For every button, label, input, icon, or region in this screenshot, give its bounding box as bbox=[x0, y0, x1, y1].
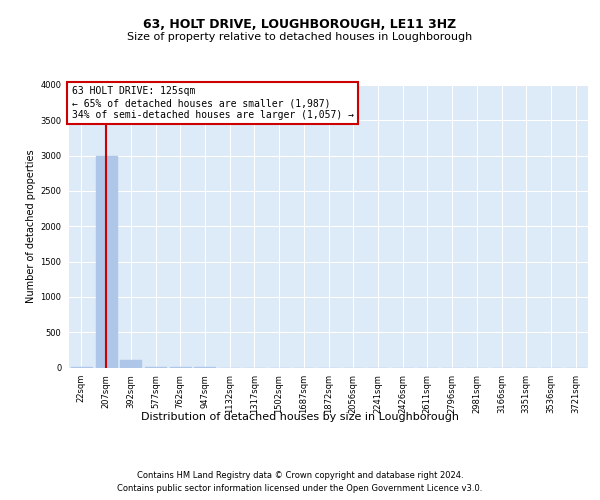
Bar bbox=[120, 360, 141, 368]
Bar bbox=[95, 156, 116, 368]
Text: 63 HOLT DRIVE: 125sqm
← 65% of detached houses are smaller (1,987)
34% of semi-d: 63 HOLT DRIVE: 125sqm ← 65% of detached … bbox=[71, 86, 353, 120]
Text: 63, HOLT DRIVE, LOUGHBOROUGH, LE11 3HZ: 63, HOLT DRIVE, LOUGHBOROUGH, LE11 3HZ bbox=[143, 18, 457, 30]
Text: Contains public sector information licensed under the Open Government Licence v3: Contains public sector information licen… bbox=[118, 484, 482, 493]
Y-axis label: Number of detached properties: Number of detached properties bbox=[26, 150, 36, 303]
Text: Size of property relative to detached houses in Loughborough: Size of property relative to detached ho… bbox=[127, 32, 473, 42]
Text: Contains HM Land Registry data © Crown copyright and database right 2024.: Contains HM Land Registry data © Crown c… bbox=[137, 471, 463, 480]
Text: Distribution of detached houses by size in Loughborough: Distribution of detached houses by size … bbox=[141, 412, 459, 422]
